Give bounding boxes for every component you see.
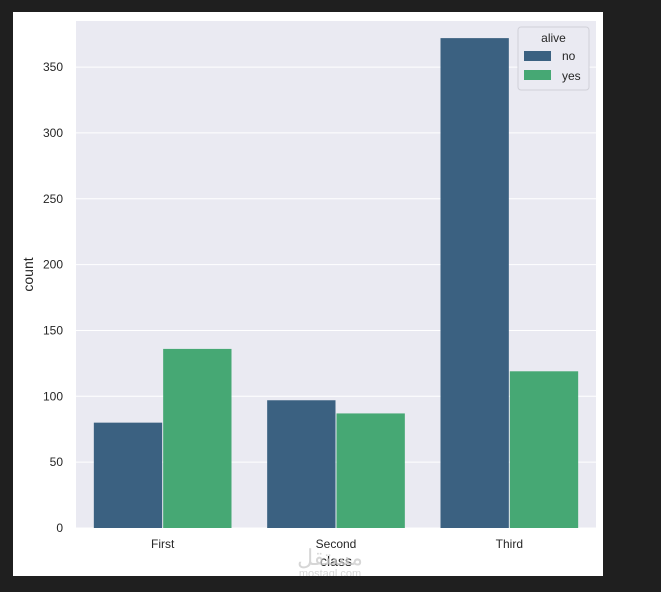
bar-second-yes (336, 413, 405, 528)
x-axis-label: class (320, 553, 352, 569)
x-tick-label-third: Third (496, 537, 523, 551)
legend-title: alive (541, 31, 566, 45)
x-tick-labels: First Second Third (151, 537, 523, 551)
y-tick-labels: 0 50 100 150 200 250 300 350 (43, 60, 63, 535)
y-tick-label: 200 (43, 258, 63, 272)
legend-swatch-no (524, 51, 551, 61)
watermark: مستقل mostaql.com (297, 545, 363, 576)
y-tick-label: 300 (43, 126, 63, 140)
y-tick-label: 100 (43, 389, 63, 403)
legend: alive no yes (517, 26, 590, 91)
y-tick-label: 0 (56, 521, 63, 535)
bar-chart: 0 50 100 150 200 250 300 350 First Second Third c… (20, 21, 596, 576)
plot-background (76, 21, 596, 528)
legend-label-yes: yes (562, 69, 581, 83)
bar-first-no (93, 422, 163, 528)
bar-third-no (440, 38, 509, 529)
chart-figure: 0 50 100 150 200 250 300 350 First Second Third c… (13, 12, 603, 576)
bars (93, 38, 579, 529)
watermark-url: mostaql.com (299, 568, 361, 576)
y-tick-label: 50 (50, 455, 64, 469)
y-tick-label: 250 (43, 192, 63, 206)
watermark-logo-text: مستقل (297, 545, 363, 570)
y-tick-label: 150 (43, 323, 63, 337)
legend-swatch-yes (524, 70, 551, 80)
gridlines (76, 66, 596, 529)
y-axis-label: count (20, 257, 36, 291)
y-tick-label: 350 (43, 60, 63, 74)
bar-third-yes (509, 371, 579, 528)
legend-label-no: no (562, 49, 576, 63)
bar-second-no (267, 400, 336, 528)
bar-first-yes (163, 348, 232, 528)
x-tick-label-second: Second (316, 537, 357, 551)
x-tick-label-first: First (151, 537, 175, 551)
